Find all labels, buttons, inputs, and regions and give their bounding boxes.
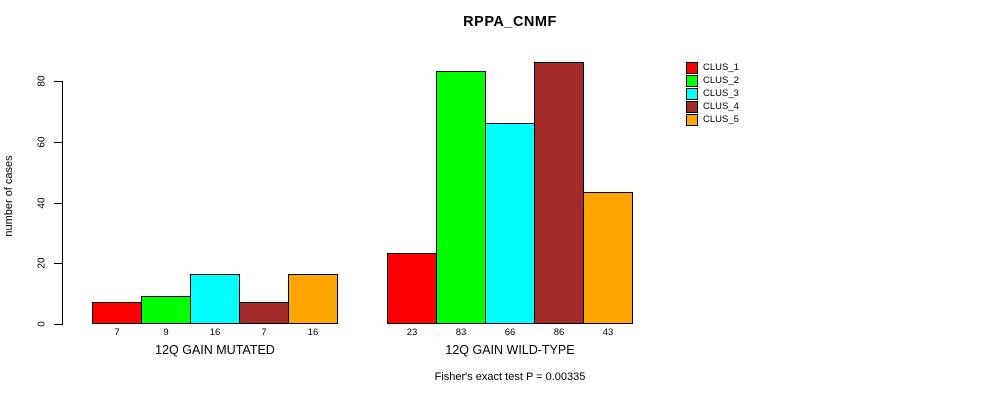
legend-swatch-clus_4 — [686, 100, 698, 113]
legend-label: CLUS_5 — [703, 114, 739, 125]
annotation-text: Fisher's exact test P = 0.00335 — [434, 371, 586, 383]
bar-value-label: 86 — [553, 327, 565, 338]
y-axis-line — [62, 81, 63, 325]
y-tick-label: 20 — [36, 257, 48, 269]
bar-group-mutated: 7 9 16 7 16 12Q GAIN MUTATED — [92, 62, 338, 357]
bar-clus_5 — [583, 192, 633, 324]
bar-clus_1 — [387, 253, 437, 324]
bar-value-label: 16 — [307, 327, 319, 338]
legend-label: CLUS_2 — [703, 75, 739, 86]
y-tick-label: 60 — [36, 136, 48, 148]
legend-item: CLUS_4 — [686, 100, 739, 113]
bar-clus_3 — [190, 274, 240, 324]
y-tick-mark — [54, 324, 62, 325]
chart-title: RPPA_CNMF — [463, 14, 557, 30]
y-tick-label: 0 — [36, 321, 48, 327]
bar-clus_3 — [485, 123, 535, 324]
legend-item: CLUS_2 — [686, 74, 739, 87]
bars-container — [92, 62, 338, 324]
bar-value-label: 9 — [163, 327, 169, 338]
legend-swatch-clus_1 — [686, 61, 698, 74]
bar-clus_4 — [534, 62, 584, 324]
bar-value-label: 83 — [455, 327, 467, 338]
y-tick-label: 40 — [36, 197, 48, 209]
legend-swatch-clus_3 — [686, 87, 698, 100]
bar-clus_2 — [141, 296, 191, 324]
y-tick-mark — [54, 263, 62, 264]
legend: CLUS_1 CLUS_2 CLUS_3 CLUS_4 CLUS_5 — [686, 61, 739, 126]
y-tick-mark — [54, 81, 62, 82]
bar-value-label: 43 — [602, 327, 614, 338]
legend-label: CLUS_4 — [703, 101, 739, 112]
bars-container — [387, 62, 633, 324]
bar-clus_1 — [92, 302, 142, 324]
legend-item: CLUS_3 — [686, 87, 739, 100]
legend-label: CLUS_3 — [703, 88, 739, 99]
legend-swatch-clus_2 — [686, 74, 698, 87]
bar-value-label: 23 — [406, 327, 418, 338]
x-category-label-mutated: 12Q GAIN MUTATED — [155, 343, 275, 357]
y-tick-mark — [54, 203, 62, 204]
legend-swatch-clus_5 — [686, 113, 698, 126]
bar-value-label: 66 — [504, 327, 516, 338]
legend-item: CLUS_5 — [686, 113, 739, 126]
y-tick-mark — [54, 142, 62, 143]
bar-value-label: 7 — [261, 327, 267, 338]
y-axis-label: number of cases — [3, 155, 15, 237]
bar-group-wild-type: 23 83 66 86 43 12Q GAIN WILD-TYPE — [387, 62, 633, 357]
bar-clus_2 — [436, 71, 486, 324]
bar-value-labels: 23 83 66 86 43 — [387, 324, 633, 338]
bar-value-labels: 7 9 16 7 16 — [92, 324, 338, 338]
x-category-label-wild-type: 12Q GAIN WILD-TYPE — [445, 343, 575, 357]
legend-item: CLUS_1 — [686, 61, 739, 74]
legend-label: CLUS_1 — [703, 62, 739, 73]
bar-value-label: 7 — [114, 327, 120, 338]
bar-clus_4 — [239, 302, 289, 324]
bar-clus_5 — [288, 274, 338, 324]
y-tick-label: 80 — [36, 75, 48, 87]
bar-value-label: 16 — [209, 327, 221, 338]
